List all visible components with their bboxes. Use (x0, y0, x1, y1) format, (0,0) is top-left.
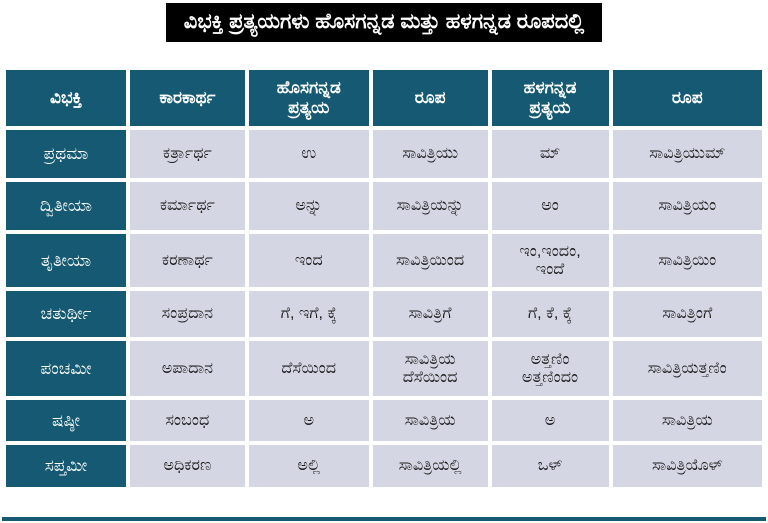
row-header-vibhakti: ಸಪ್ತಮೀ (6, 445, 126, 488)
table-cell: ಸಾವಿತ್ರಿಯಿಂದ (372, 234, 488, 288)
table-cell: ಸಾವಿತ್ರಿಯತ್ತಣಿಂ (612, 341, 762, 397)
table-cell: ಮ್ (491, 130, 609, 179)
table-row-shashthi: ಷಷ್ಠೀ ಸಂಬಂಧ ಅ ಸಾವಿತ್ರಿಯ ಅ ಸಾವಿತ್ರಿಯ (6, 400, 762, 442)
table-cell: ಒಳ್ (491, 445, 609, 488)
table-cell: ಸಾವಿತ್ರಿಯ ದೆಸೆಯಿಂದ (372, 341, 488, 397)
table-cell: ದೆಸೆಯಿಂದ (248, 341, 369, 397)
table-cell: ಸಾವಿತ್ರಿಯಿಂ (612, 234, 762, 288)
table-cell: ಸಾವಿತ್ರಿಗೆ (372, 291, 488, 338)
table-cell: ಗೆ, ಇಗೆ, ಕ್ಕೆ (248, 291, 369, 338)
table-cell: ಸಾವಿತ್ರಿಯಂ (612, 182, 762, 231)
column-header-rupa-hala: ರೂಪ (612, 70, 762, 127)
table-cell: ಉ (248, 130, 369, 179)
page-title: ವಿಭಕ್ತಿ ಪ್ರತ್ಯಯಗಳು ಹೊಸಗನ್ನಡ ಮತ್ತು ಹಳಗನ್ನ… (165, 3, 603, 43)
table-bottom-edge (2, 517, 766, 521)
table-cell: ಸಾವಿತ್ರಿಯು (372, 130, 488, 179)
table-row-saptami: ಸಪ್ತಮೀ ಅಧಿಕರಣ ಅಲ್ಲಿ ಸಾವಿತ್ರಿಯಲ್ಲಿ ಒಳ್ ಸಾ… (6, 445, 762, 488)
table-cell: ಕರ್ತ್ರಾರ್ಥ (129, 130, 245, 179)
column-header-rupa-hosa: ರೂಪ (372, 70, 488, 127)
title-bar: ವಿಭಕ್ತಿ ಪ್ರತ್ಯಯಗಳು ಹೊಸಗನ್ನಡ ಮತ್ತು ಹಳಗನ್ನ… (0, 0, 768, 43)
table-cell: ಸಾವಿತ್ರಿಯ (372, 400, 488, 442)
table-cell: ಗೆ, ಕೆ, ಕ್ಕೆ (491, 291, 609, 338)
table-row-prathama: ಪ್ರಥಮಾ ಕರ್ತ್ರಾರ್ಥ ಉ ಸಾವಿತ್ರಿಯು ಮ್ ಸಾವಿತ್… (6, 130, 762, 179)
table-cell: ಕರಣಾರ್ಥ (129, 234, 245, 288)
row-header-vibhakti: ಷಷ್ಠೀ (6, 400, 126, 442)
table-cell: ಅತ್ತಣಿಂ ಅತ್ತಣಿಂದಂ (491, 341, 609, 397)
table-cell: ಅನ್ನು (248, 182, 369, 231)
column-header-vibhakti: ವಿಭಕ್ತಿ (6, 70, 126, 127)
table-row-chaturthi: ಚತುರ್ಥೀ ಸಂಪ್ರದಾನ ಗೆ, ಇಗೆ, ಕ್ಕೆ ಸಾವಿತ್ರಿಗ… (6, 291, 762, 338)
table-row-truteeya: ತೃತೀಯಾ ಕರಣಾರ್ಥ ಇಂದ ಸಾವಿತ್ರಿಯಿಂದ ಇಂ,ಇಂದಂ,… (6, 234, 762, 288)
table-cell: ಅ (491, 400, 609, 442)
table-cell: ಸಾವಿತ್ರಿಯೊಳ್ (612, 445, 762, 488)
table-cell: ಅಪಾದಾನ (129, 341, 245, 397)
table-cell: ಸಂಪ್ರದಾನ (129, 291, 245, 338)
table-row-panchami: ಪಂಚಮೀ ಅಪಾದಾನ ದೆಸೆಯಿಂದ ಸಾವಿತ್ರಿಯ ದೆಸೆಯಿಂದ… (6, 341, 762, 397)
table-cell: ಸಾವಿತ್ರಿಯಲ್ಲಿ (372, 445, 488, 488)
row-header-vibhakti: ಚತುರ್ಥೀ (6, 291, 126, 338)
table-cell: ಅಧಿಕರಣ (129, 445, 245, 488)
table-cell: ಇಂದ (248, 234, 369, 288)
table-cell: ಅಲ್ಲಿ (248, 445, 369, 488)
table-cell: ಅಂ (491, 182, 609, 231)
row-header-vibhakti: ಪ್ರಥಮಾ (6, 130, 126, 179)
table-cell: ಸಾವಿತ್ರಿಯನ್ನು (372, 182, 488, 231)
table-cell: ಇಂ,ಇಂದಂ, ಇಂದೆ (491, 234, 609, 288)
table-cell: ಸಾವಿತ್ರಿಂಗೆ (612, 291, 762, 338)
row-header-vibhakti: ಪಂಚಮೀ (6, 341, 126, 397)
column-header-karakartha: ಕಾರಕಾರ್ಥ (129, 70, 245, 127)
row-header-vibhakti: ತೃತೀಯಾ (6, 234, 126, 288)
column-header-halagannada-pratyaya: ಹಳಗನ್ನಡ ಪ್ರತ್ಯಯ (491, 70, 609, 127)
table-cell: ಸಂಬಂಧ (129, 400, 245, 442)
table-cell: ಅ (248, 400, 369, 442)
table-row-dviteeya: ದ್ವಿತೀಯಾ ಕರ್ಮಾರ್ಥ ಅನ್ನು ಸಾವಿತ್ರಿಯನ್ನು ಅಂ… (6, 182, 762, 231)
table-cell: ಸಾವಿತ್ರಿಯುಮ್ (612, 130, 762, 179)
header-row: ವಿಭಕ್ತಿ ಕಾರಕಾರ್ಥ ಹೊಸಗನ್ನಡ ಪ್ರತ್ಯಯ ರೂಪ ಹಳ… (6, 70, 762, 127)
vibhakti-table: ವಿಭಕ್ತಿ ಕಾರಕಾರ್ಥ ಹೊಸಗನ್ನಡ ಪ್ರತ್ಯಯ ರೂಪ ಹಳ… (2, 66, 766, 491)
table-cell: ಕರ್ಮಾರ್ಥ (129, 182, 245, 231)
table-cell: ಸಾವಿತ್ರಿಯ (612, 400, 762, 442)
row-header-vibhakti: ದ್ವಿತೀಯಾ (6, 182, 126, 231)
column-header-hosagannada-pratyaya: ಹೊಸಗನ್ನಡ ಪ್ರತ್ಯಯ (248, 70, 369, 127)
